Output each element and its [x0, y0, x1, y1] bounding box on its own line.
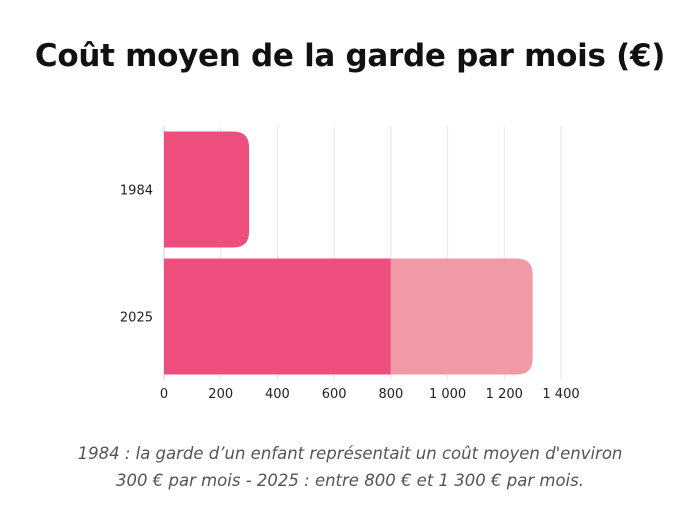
x-tick-label-600: 600: [322, 387, 347, 402]
x-tick-label-1400: 1 400: [542, 387, 579, 402]
category-labels: 1984 2025: [120, 184, 153, 326]
bar-2025-segment-2: [390, 258, 533, 375]
footnote-line-2: 300 € par mois - 2025 : entre 800 € et 1…: [116, 471, 584, 490]
chart-title: Coût moyen de la garde par mois (€): [34, 38, 666, 74]
x-tick-label-1200: 1 200: [486, 387, 523, 402]
bar-2025-segment-1: [164, 258, 391, 375]
category-label-1984: 1984: [120, 184, 153, 199]
chart-footnote: 1984 : la garde d’un enfant représentait…: [20, 440, 680, 494]
footnote-line-1: 1984 : la garde d’un enfant représentait…: [77, 444, 623, 463]
x-tick-label-0: 0: [160, 387, 168, 402]
x-tick-labels: 0 200 400 600 800 1 000 1 200 1 400: [160, 387, 580, 402]
x-tick-label-400: 400: [265, 387, 290, 402]
x-tick-label-200: 200: [208, 387, 233, 402]
bar-1984-segment-1: [164, 131, 250, 248]
x-tick-label-1000: 1 000: [429, 387, 466, 402]
bars: [164, 131, 533, 375]
x-tick-label-800: 800: [378, 387, 403, 402]
category-label-2025: 2025: [120, 311, 153, 326]
